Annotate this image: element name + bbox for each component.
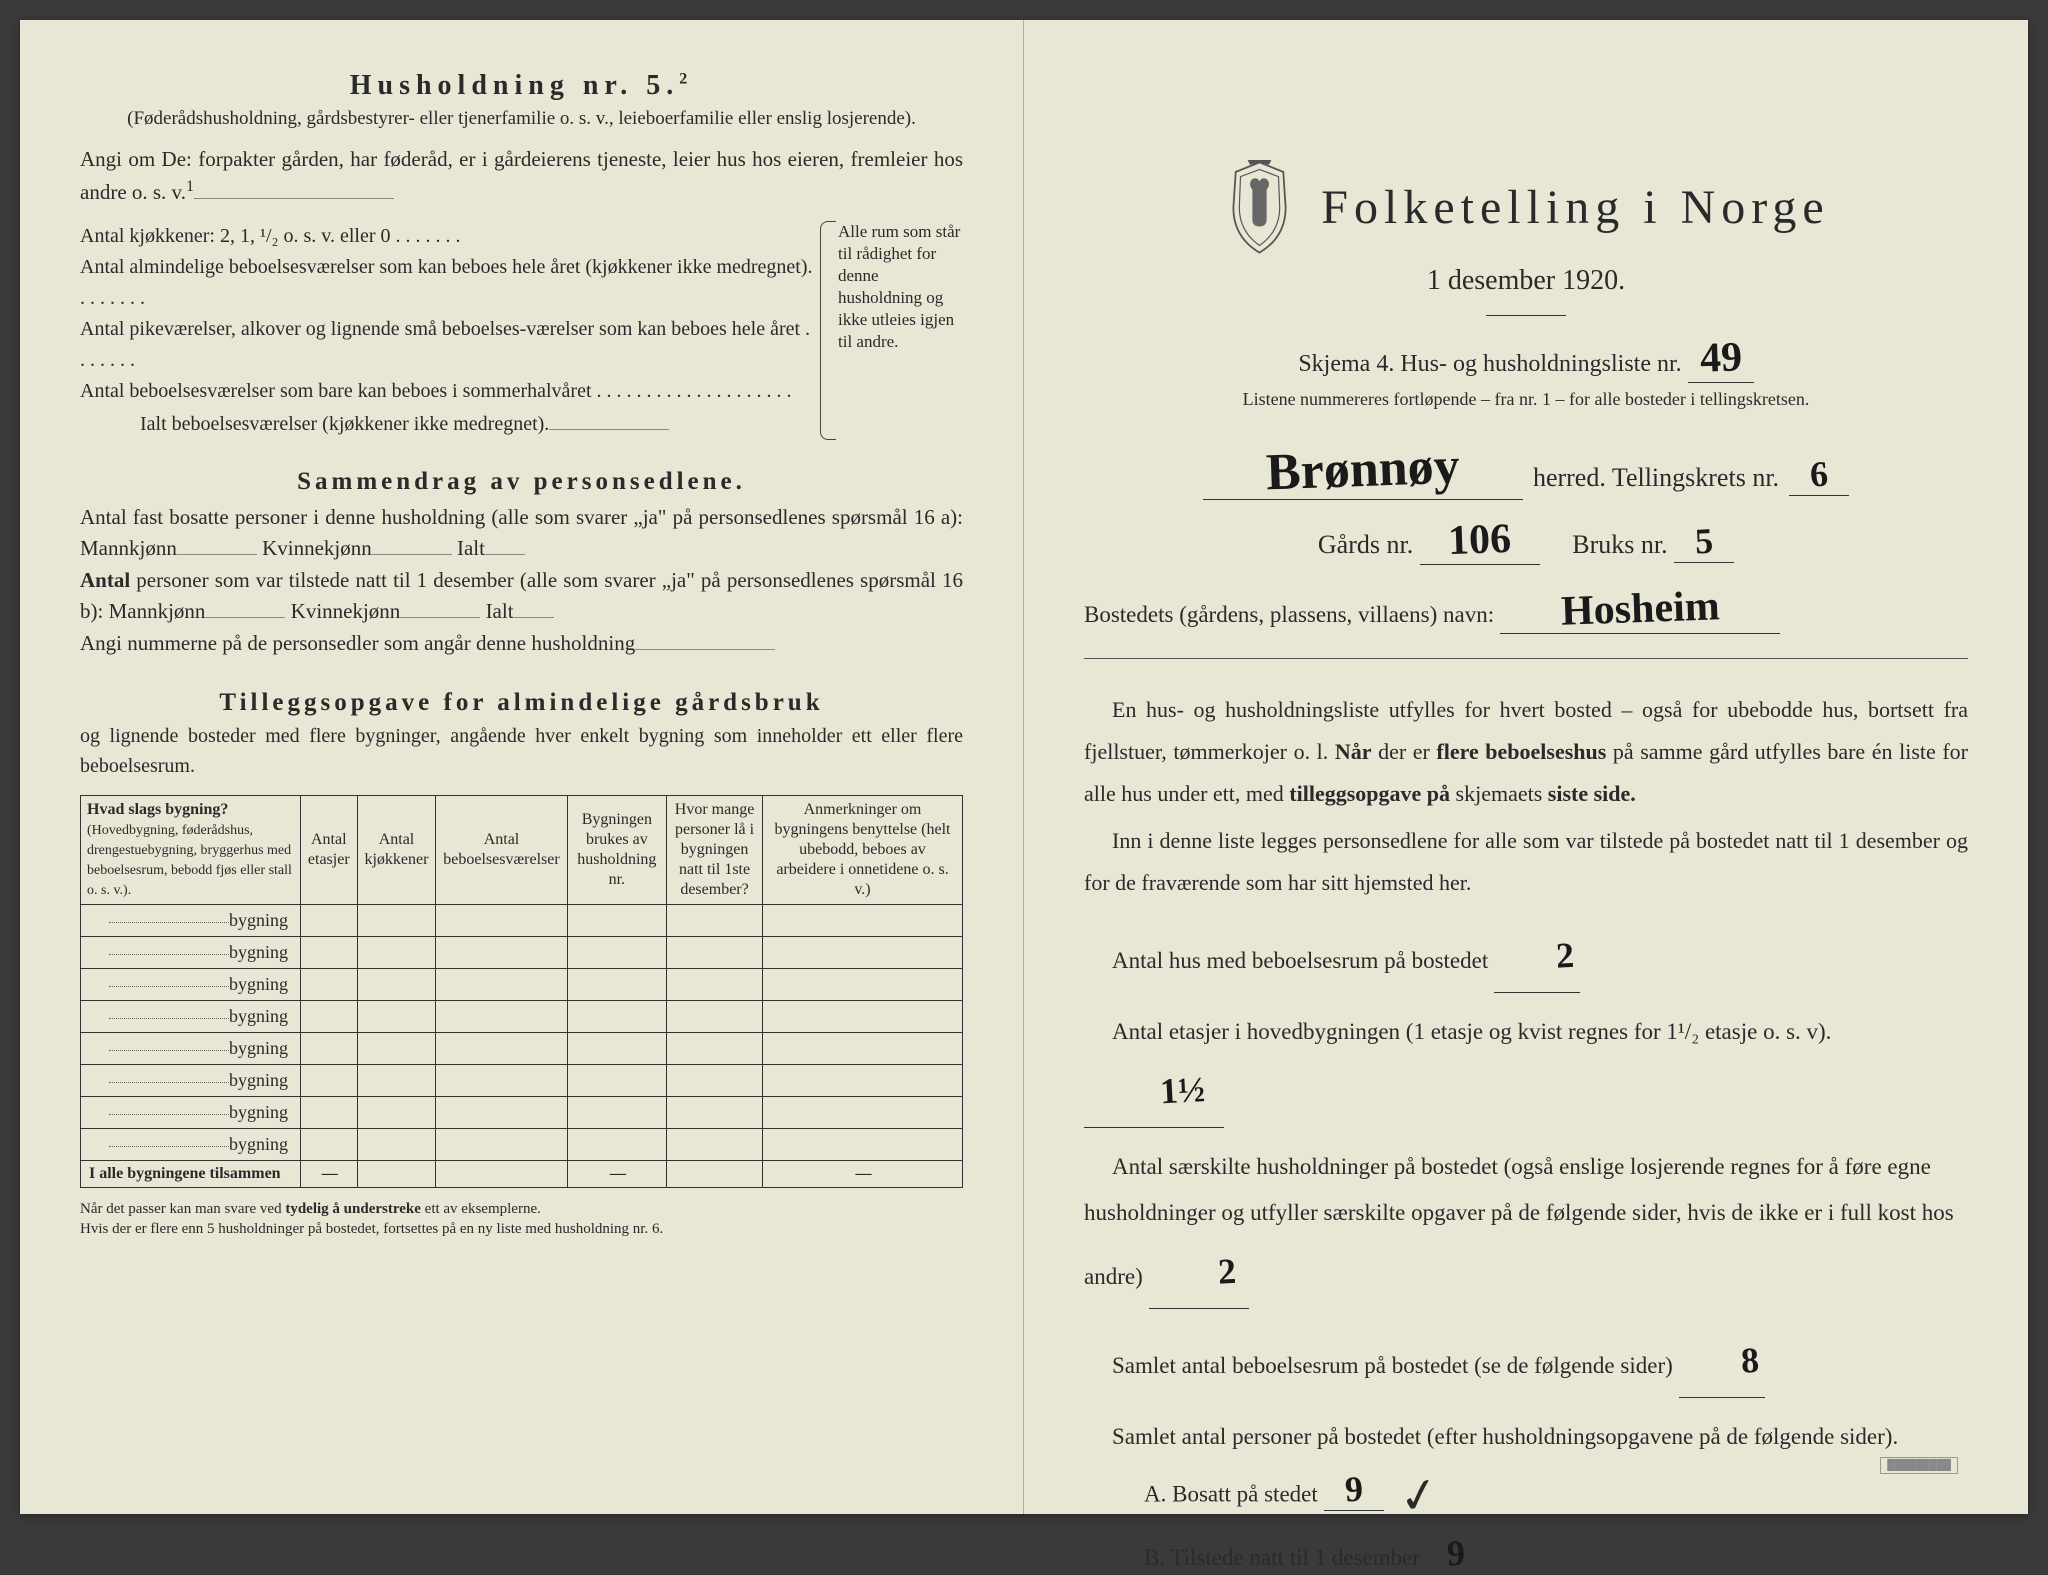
table-row: bygning — [81, 969, 963, 1001]
main-title: Folketelling i Norge — [1321, 180, 1829, 235]
th-vaerelser: Antal beboelsesværelser — [436, 796, 567, 905]
census-date: 1 desember 1920. — [1084, 265, 1968, 297]
angi-nummer: Angi nummerne på de personsedler som ang… — [80, 628, 963, 660]
household-subtitle: (Føderådshusholdning, gårdsbestyrer- ell… — [80, 106, 963, 132]
printer-stamp: █████████ — [1880, 1457, 1958, 1474]
census-document: Husholdning nr. 5.2 (Føderådshusholdning… — [20, 20, 2028, 1514]
bygning-table: Hvad slags bygning?(Hovedbygning, føderå… — [80, 795, 963, 1188]
samlet-rum-field: Samlet antal beboelsesrum på bostedet (s… — [1084, 1325, 1968, 1398]
th-kjokken: Antal kjøkkener — [357, 796, 436, 905]
gards-line: Gårds nr. 106 Bruks nr. 5 — [1084, 516, 1968, 565]
antal-block: Antal kjøkkener: 2, 1, ¹/₂ o. s. v. elle… — [80, 221, 963, 440]
table-row: bygning — [81, 905, 963, 937]
antal-hus-field: Antal hus med beboelsesrum på bostedet 2 — [1084, 920, 1968, 993]
tilstede-field: B. Tilstede natt til 1 desember 9 — [1144, 1532, 1968, 1575]
th-personer: Hvor mange personer lå i bygningen natt … — [667, 796, 763, 905]
herred-line: Brønnøy herred. Tellingskrets nr. 6 — [1084, 440, 1968, 500]
table-row: bygning — [81, 1001, 963, 1033]
antal-line-3: Antal pikeværelser, alkover og lignende … — [80, 314, 818, 376]
instructions: En hus- og husholdningsliste utfylles fo… — [1084, 689, 1968, 904]
bosted-line: Bostedets (gårdens, plassens, villaens) … — [1084, 585, 1968, 634]
antal-line-1: Antal kjøkkener: 2, 1, ¹/₂ o. s. v. elle… — [80, 221, 818, 252]
household-title: Husholdning nr. 5.2 — [80, 70, 963, 102]
th-brukes: Bygningen brukes av husholdning nr. — [567, 796, 667, 905]
angi-om-text: Angi om De: forpakter gården, har føderå… — [80, 144, 963, 209]
skjema-line: Skjema 4. Hus- og husholdningsliste nr. … — [1084, 334, 1968, 383]
ialt-line: Ialt beboelsesværelser (kjøkkener ikke m… — [80, 409, 818, 440]
bosatt-field: A. Bosatt på stedet 9 ✓ — [1144, 1468, 1968, 1524]
checkmark-icon: ✓ — [1395, 1465, 1444, 1527]
antal-line-4: Antal beboelsesværelser som bare kan beb… — [80, 376, 818, 407]
antal-hush-field: Antal særskilte husholdninger på bostede… — [1084, 1144, 1968, 1309]
tillegg-title: Tilleggsopgave for almindelige gårdsbruk — [80, 689, 963, 717]
samlet-pers-label: Samlet antal personer på bostedet (efter… — [1084, 1414, 1968, 1460]
divider — [1486, 315, 1566, 316]
sammendrag-1: Antal fast bosatte personer i denne hush… — [80, 502, 963, 565]
table-row: bygning — [81, 1097, 963, 1129]
right-header: Folketelling i Norge — [1084, 160, 1968, 255]
table-total-row: I alle bygningene tilsammen ——— — [81, 1161, 963, 1188]
th-anmerk: Anmerkninger om bygningens benyttelse (h… — [763, 796, 963, 905]
table-row: bygning — [81, 1065, 963, 1097]
brace-note: Alle rum som står til rådighet for denne… — [828, 221, 963, 440]
coat-of-arms-icon — [1222, 160, 1297, 255]
table-row: bygning — [81, 1033, 963, 1065]
listene-note: Listene nummereres fortløpende – fra nr.… — [1084, 389, 1968, 410]
right-page: Folketelling i Norge 1 desember 1920. Sk… — [1024, 20, 2028, 1514]
antal-line-2: Antal almindelige beboelsesværelser som … — [80, 252, 818, 314]
tillegg-sub: og lignende bosteder med flere bygninger… — [80, 721, 963, 781]
table-row: bygning — [81, 937, 963, 969]
th-etasjer: Antal etasjer — [301, 796, 358, 905]
divider — [1084, 658, 1968, 659]
antal-etasjer-field: Antal etasjer i hovedbygningen (1 etasje… — [1084, 1009, 1968, 1128]
footnote: Når det passer kan man svare ved tydelig… — [80, 1200, 963, 1239]
th-bygning: Hvad slags bygning?(Hovedbygning, føderå… — [81, 796, 301, 905]
sammendrag-2: Antal personer som var tilstede natt til… — [80, 565, 963, 628]
left-page: Husholdning nr. 5.2 (Føderådshusholdning… — [20, 20, 1024, 1514]
sammendrag-title: Sammendrag av personsedlene. — [80, 468, 963, 496]
table-row: bygning — [81, 1129, 963, 1161]
